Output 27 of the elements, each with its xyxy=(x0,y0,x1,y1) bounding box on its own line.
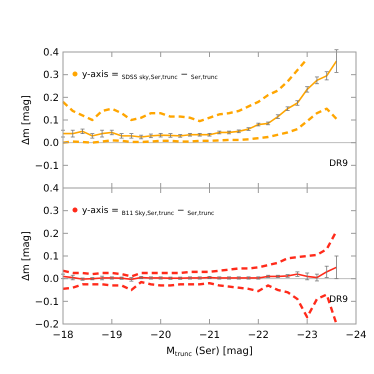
y-axis-title: Δm [mag] xyxy=(21,95,32,145)
y-tick-label: 0.4 xyxy=(43,48,59,58)
annotation: DR9 xyxy=(329,159,348,169)
y-tick-label: 0.1 xyxy=(43,252,59,262)
y-tick-label: 0.0 xyxy=(43,274,59,286)
x-tick-label: −21 xyxy=(198,330,220,341)
y-tick-label: −0.2 xyxy=(34,320,59,330)
x-tick-label: −20 xyxy=(150,330,172,341)
legend-label: y-axis = $_{B11 Sky,Ser,trunc}$ − $_{Ser,trunc}$ xyxy=(82,206,214,217)
y-tick-label: 0.0 xyxy=(43,138,59,150)
x-tick-label: −22 xyxy=(248,330,269,341)
y-tick-label: 0.2 xyxy=(43,92,59,104)
annotation: DR9 xyxy=(329,295,348,305)
y-tick-label: −0.1 xyxy=(34,160,59,172)
y-tick-label: 0.4 xyxy=(43,184,59,194)
x-tick-label: −24 xyxy=(345,330,367,341)
x-tick-label: −23 xyxy=(296,330,318,341)
y-tick-label: 0.3 xyxy=(43,70,59,82)
y-tick-label: 0.3 xyxy=(43,206,59,218)
y-tick-label: −0.1 xyxy=(34,296,59,308)
legend-label: y-axis = $_{SDSS sky,Ser,trunc}$ − $_{Ser,trunc}$ xyxy=(82,70,218,81)
y-tick-label: 0.2 xyxy=(43,228,59,240)
y-tick-label: 0.1 xyxy=(43,116,59,126)
y-axis-title: Δm [mag] xyxy=(21,231,32,281)
x-tick-label: −18 xyxy=(52,330,74,341)
x-axis-title: M$_{trunc}$ (Ser) [mag] xyxy=(166,346,253,358)
x-tick-label: −19 xyxy=(101,330,122,341)
